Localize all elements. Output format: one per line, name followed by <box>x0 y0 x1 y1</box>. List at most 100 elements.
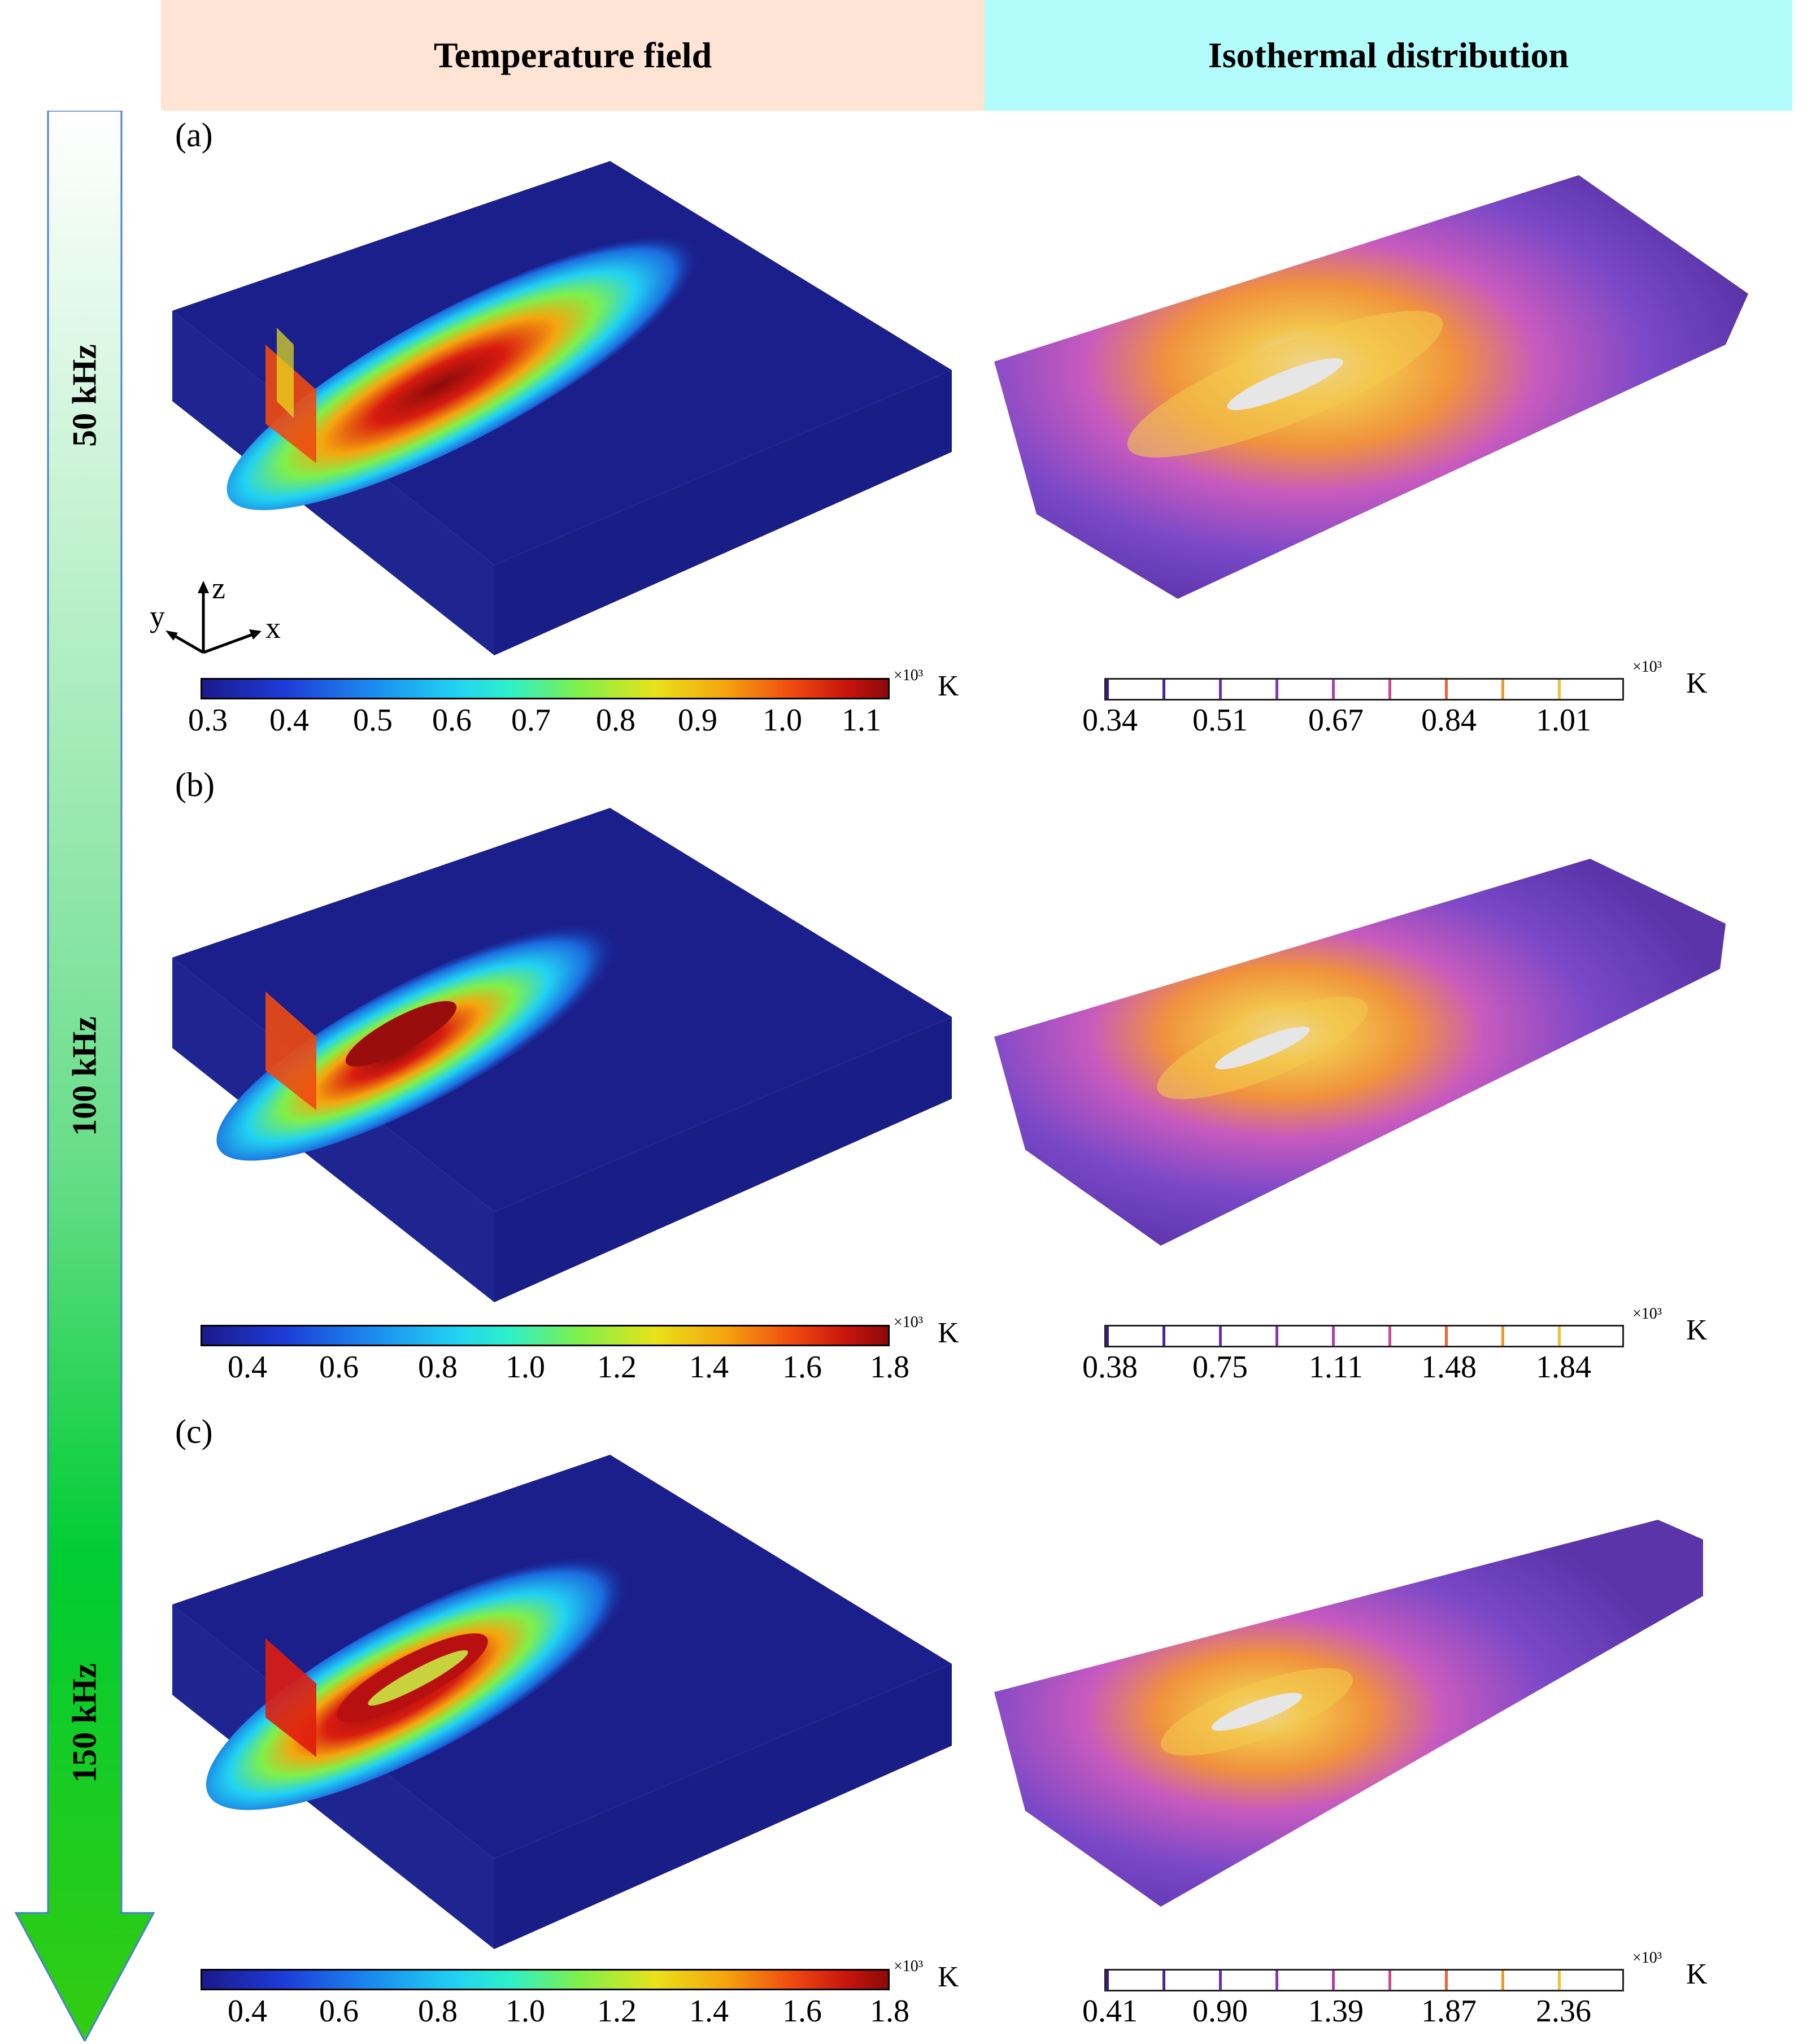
iso-level-tick <box>1558 680 1561 699</box>
isothermal-tick-a-4: 1.01 <box>1536 703 1591 738</box>
iso-level-tick <box>1445 680 1448 699</box>
iso-level-tick <box>1501 680 1504 699</box>
temperature-colorbar-c <box>201 1969 890 1990</box>
iso-level-tick <box>1219 1327 1222 1346</box>
temperature-tick-a-2: 0.5 <box>353 703 393 738</box>
iso-level-tick <box>1275 680 1278 699</box>
header-temperature-field: Temperature field <box>161 0 985 111</box>
temperature-tick-a-6: 0.9 <box>678 703 717 738</box>
iso-level-tick <box>1219 680 1222 699</box>
isothermal-tick-c-2: 1.39 <box>1308 1994 1364 2029</box>
isothermal-tick-c-1: 0.90 <box>1192 1994 1248 2029</box>
isothermal-tick-b-3: 1.48 <box>1421 1350 1477 1385</box>
isothermal-colorbar-b-unit: K <box>1686 1314 1708 1346</box>
iso-level-tick <box>1332 1327 1335 1346</box>
temperature-tick-a-5: 0.8 <box>596 703 635 738</box>
temperature-tick-a-3: 0.6 <box>432 703 472 738</box>
header-isothermal-distribution: Isothermal distribution <box>985 0 1792 111</box>
temperature-tick-c-3: 1.0 <box>506 1994 545 2029</box>
iso-level-tick <box>1445 1971 1448 1990</box>
iso-level-tick <box>1106 1971 1109 1990</box>
temperature-colorbar-b <box>201 1325 890 1346</box>
temperature-tick-c-4: 1.2 <box>597 1994 637 2029</box>
temperature-tick-b-0: 0.4 <box>228 1350 267 1385</box>
temperature-tick-a-7: 1.0 <box>763 703 802 738</box>
iso-level-tick <box>1501 1327 1504 1346</box>
isothermal-tick-c-0: 0.41 <box>1082 1994 1138 2029</box>
axis-label-y: y <box>150 599 165 633</box>
panel-tag-b: (b) <box>175 766 215 803</box>
isothermal-colorbar-a <box>1104 678 1624 701</box>
isothermal-colorbar-a-unit: K <box>1686 667 1708 699</box>
temperature-tick-b-5: 1.4 <box>689 1350 729 1385</box>
iso-level-tick <box>1558 1971 1561 1990</box>
panel-tag-c: (c) <box>175 1413 213 1450</box>
isothermal-plot-c <box>991 1517 1782 1912</box>
iso-level-tick <box>1332 1971 1335 1990</box>
isothermal-tick-a-3: 0.84 <box>1421 703 1477 738</box>
isothermal-plot-b <box>991 856 1782 1251</box>
isothermal-tick-c-3: 1.87 <box>1421 1994 1477 2029</box>
temperature-colorbar-c-unit: K <box>938 1961 959 1993</box>
isothermal-colorbar-b-exponent: ×10³ <box>1632 1305 1662 1323</box>
temperature-tick-a-4: 0.7 <box>511 703 551 738</box>
isothermal-tick-b-4: 1.84 <box>1536 1350 1591 1385</box>
iso-level-tick <box>1558 1327 1561 1346</box>
temperature-tick-c-5: 1.4 <box>689 1994 729 2029</box>
iso-level-tick <box>1106 1327 1109 1346</box>
temperature-tick-a-1: 0.4 <box>269 703 309 738</box>
temperature-tick-b-4: 1.2 <box>597 1350 637 1385</box>
isothermal-colorbar-c <box>1104 1969 1624 1991</box>
temperature-colorbar-b-unit: K <box>938 1317 959 1349</box>
iso-level-tick <box>1388 1327 1391 1346</box>
frequency-label-150: 150 kHz <box>66 1663 103 1783</box>
temperature-tick-b-2: 0.8 <box>418 1350 458 1385</box>
temperature-tick-c-0: 0.4 <box>228 1994 267 2029</box>
temperature-tick-c-2: 0.8 <box>418 1994 458 2029</box>
iso-level-tick <box>1275 1971 1278 1990</box>
isothermal-tick-b-0: 0.38 <box>1082 1350 1138 1385</box>
isothermal-tick-a-0: 0.34 <box>1082 703 1138 738</box>
header-isothermal-distribution-label: Isothermal distribution <box>1208 35 1569 75</box>
temperature-field-plot-b <box>169 805 960 1314</box>
iso-level-tick <box>1388 1971 1391 1990</box>
temperature-field-plot-a <box>169 158 960 667</box>
temperature-tick-b-7: 1.8 <box>870 1350 909 1385</box>
temperature-tick-c-7: 1.8 <box>870 1994 909 2029</box>
temperature-tick-a-8: 1.1 <box>842 703 881 738</box>
temperature-tick-c-1: 0.6 <box>319 1994 359 2029</box>
iso-level-tick <box>1275 1327 1278 1346</box>
isothermal-tick-b-1: 0.75 <box>1192 1350 1248 1385</box>
temperature-colorbar-a-exponent: ×10³ <box>894 667 924 684</box>
temperature-tick-b-1: 0.6 <box>319 1350 359 1385</box>
temperature-colorbar-a-unit: K <box>938 670 959 702</box>
frequency-arrow <box>0 110 158 2043</box>
axis-label-z: z <box>212 571 225 605</box>
isothermal-colorbar-c-exponent: ×10³ <box>1632 1949 1662 1967</box>
iso-level-tick <box>1162 680 1165 699</box>
temperature-colorbar-c-exponent: ×10³ <box>894 1958 924 1975</box>
coordinate-axes-glyph: z x y <box>144 571 291 667</box>
isothermal-plot-a <box>991 164 1782 616</box>
iso-level-tick <box>1162 1971 1165 1990</box>
panel-tag-a: (a) <box>175 116 213 154</box>
axis-label-x: x <box>265 611 281 645</box>
isothermal-colorbar-c-unit: K <box>1686 1958 1708 1990</box>
frequency-label-50: 50 kHz <box>66 344 103 447</box>
iso-level-tick <box>1445 1327 1448 1346</box>
iso-level-tick <box>1219 1971 1222 1990</box>
frequency-label-100: 100 kHz <box>66 1016 103 1136</box>
iso-level-tick <box>1106 680 1109 699</box>
isothermal-tick-b-2: 1.11 <box>1309 1350 1363 1385</box>
isothermal-colorbar-b <box>1104 1325 1624 1347</box>
iso-level-tick <box>1501 1971 1504 1990</box>
temperature-tick-a-0: 0.3 <box>188 703 228 738</box>
temperature-colorbar-a <box>201 678 890 699</box>
temperature-tick-b-6: 1.6 <box>782 1350 822 1385</box>
isothermal-colorbar-a-exponent: ×10³ <box>1632 658 1662 676</box>
isothermal-tick-a-1: 0.51 <box>1192 703 1248 738</box>
isothermal-tick-a-2: 0.67 <box>1308 703 1364 738</box>
header-temperature-field-label: Temperature field <box>433 35 712 75</box>
temperature-field-plot-c <box>169 1452 960 1960</box>
iso-level-tick <box>1388 680 1391 699</box>
